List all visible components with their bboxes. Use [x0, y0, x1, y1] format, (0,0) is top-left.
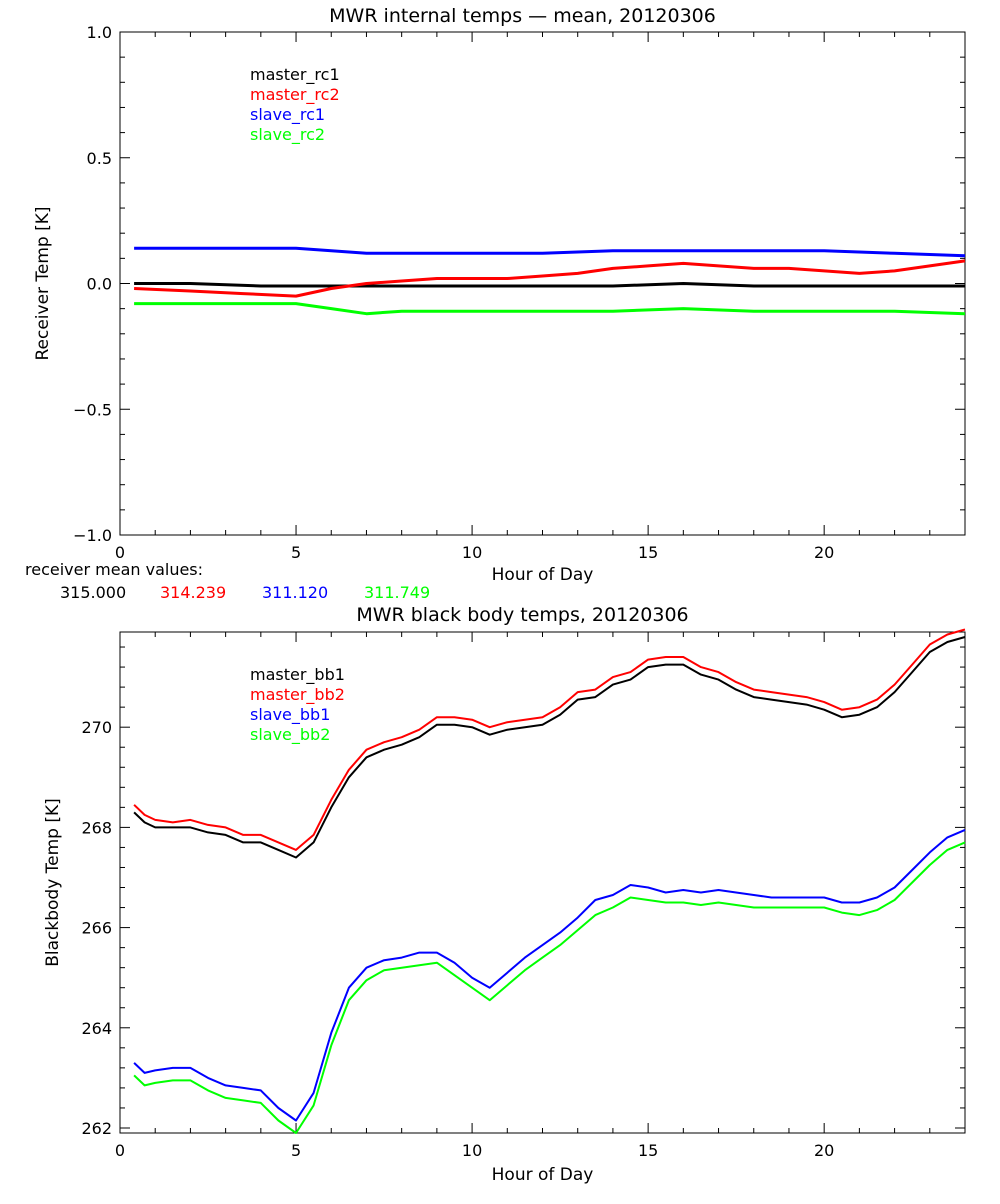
chart1-legend-master-rc2: master_rc2	[250, 85, 340, 105]
receiver-mean-value: 311.749	[364, 583, 430, 602]
chart1-x-tick-label: 0	[115, 543, 125, 562]
chart2-legend-master-bb1: master_bb1	[250, 665, 345, 685]
chart1-y-tick-label: −1.0	[73, 526, 112, 545]
chart2-legend-master-bb2: master_bb2	[250, 685, 345, 705]
chart1-axes-frame	[119, 31, 966, 536]
chart1-legend-slave-rc1: slave_rc1	[250, 105, 325, 125]
chart1-y-tick-label: −0.5	[73, 400, 112, 419]
receiver-mean-value: 311.120	[262, 583, 328, 602]
receiver-mean-value: 315.000	[60, 583, 126, 602]
chart1-series-slave-rc1	[134, 246, 966, 258]
chart2-x-axis-label: Hour of Day	[492, 1165, 594, 1185]
chart1-series-master-rc2	[134, 259, 966, 298]
chart2-series-master-bb2	[133, 628, 966, 851]
chart1-x-tick-label: 20	[814, 543, 834, 562]
chart2-x-tick-label: 20	[814, 1141, 834, 1160]
chart2-x-tick-label: 15	[638, 1141, 658, 1160]
chart2-legend-slave-bb1: slave_bb1	[250, 705, 330, 725]
chart1-x-tick-label: 15	[638, 543, 658, 562]
chart2-y-tick-label: 270	[81, 718, 112, 737]
chart1-title: MWR internal temps — mean, 20120306	[329, 5, 716, 27]
chart2-legend-slave-bb2: slave_bb2	[250, 725, 330, 745]
chart1-y-tick-label: 1.0	[87, 23, 112, 42]
chart2-x-tick-label: 5	[291, 1141, 301, 1160]
chart1-legend-slave-rc2: slave_rc2	[250, 125, 325, 145]
chart1-y-axis-label: Receiver Temp [K]	[33, 206, 53, 360]
chart2-y-tick-label: 268	[81, 818, 112, 837]
chart2-y-axis-label: Blackbody Temp [K]	[43, 798, 63, 967]
chart1-legend-master-rc1: master_rc1	[250, 65, 340, 85]
chart1-x-axis-label: Hour of Day	[492, 565, 594, 585]
chart1-series-master-rc1	[134, 282, 965, 288]
chart2-series-master-bb1	[133, 636, 966, 859]
chart1-y-tick-label: 0.0	[87, 275, 112, 294]
chart1-y-tick-label: 0.5	[87, 149, 112, 168]
chart1-series-slave-rc2	[134, 302, 966, 316]
chart1-x-tick-label: 10	[462, 543, 482, 562]
chart2-x-tick-label: 10	[462, 1141, 482, 1160]
receiver-mean-value: 314.239	[160, 583, 226, 602]
chart1-x-tick-label: 5	[291, 543, 301, 562]
chart2-x-tick-label: 0	[115, 1141, 125, 1160]
chart2-title: MWR black body temps, 20120306	[356, 604, 688, 626]
chart2-y-tick-label: 262	[81, 1119, 112, 1138]
chart2-y-tick-label: 264	[81, 1019, 112, 1038]
chart2-y-tick-label: 266	[81, 919, 112, 938]
receiver-mean-label: receiver mean values:	[25, 560, 203, 579]
chart2-series-slave-bb2	[133, 841, 966, 1134]
chart2-series-slave-bb1	[133, 828, 966, 1122]
